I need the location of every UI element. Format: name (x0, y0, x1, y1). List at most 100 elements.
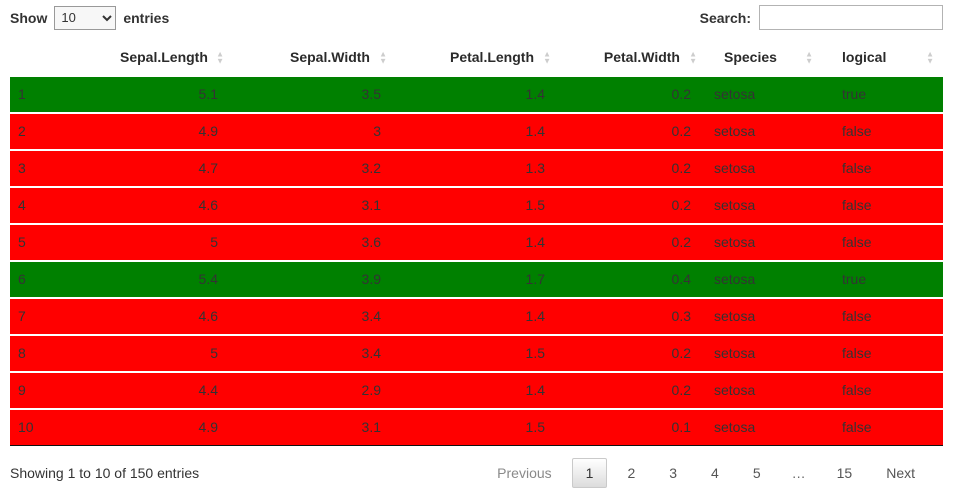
column-header-label: logical (842, 49, 887, 65)
sort-both-icon: ▲ ▼ (216, 49, 224, 66)
pagination-previous-button[interactable]: Previous (497, 465, 552, 481)
cell-petal-width: 0.2 (560, 77, 706, 114)
pagination-page-button-1[interactable]: 1 (571, 458, 608, 488)
cell-logical: false (822, 372, 943, 410)
cell-name: 1 (10, 77, 110, 114)
table-row: 3 4.7 3.2 1.3 0.2 setosa false (10, 150, 943, 188)
entries-label: entries (123, 9, 170, 26)
column-header-label: Petal.Length (449, 49, 534, 65)
page-length-select[interactable]: 10 (54, 5, 117, 30)
cell-petal-length: 1.5 (396, 187, 560, 225)
search-input[interactable] (759, 5, 943, 30)
column-header-sepal-width[interactable]: Sepal.Width ▲ ▼ (233, 41, 396, 77)
cell-petal-width: 0.2 (560, 150, 706, 188)
cell-sepal-width: 3.4 (233, 335, 396, 373)
cell-logical: false (822, 224, 943, 262)
search-label: Search: (699, 9, 751, 26)
cell-name: 5 (10, 224, 110, 262)
pagination-page-button-5[interactable]: 5 (752, 465, 761, 481)
cell-name: 4 (10, 187, 110, 225)
column-header-label: Petal.Width (603, 49, 680, 65)
table-row: 10 4.9 3.1 1.5 0.1 setosa false (10, 409, 943, 446)
table-header-row: Sepal.Length ▲ ▼ Sepal.Width ▲ ▼ Petal.Length ▲… (10, 41, 943, 77)
table-row: 1 5.1 3.5 1.4 0.2 setosa true (10, 77, 943, 114)
column-header-logical[interactable]: logical ▲ ▼ (822, 41, 943, 77)
cell-sepal-width: 3.1 (233, 409, 396, 446)
pagination-page-button-3[interactable]: 3 (669, 465, 678, 481)
cell-species: setosa (706, 113, 822, 151)
cell-petal-width: 0.2 (560, 335, 706, 373)
cell-petal-width: 0.2 (560, 187, 706, 225)
cell-sepal-length: 5 (110, 335, 233, 373)
column-header-label: Sepal.Width (290, 49, 370, 65)
pagination-next-button[interactable]: Next (886, 465, 915, 481)
cell-petal-width: 0.2 (560, 224, 706, 262)
cell-petal-length: 1.5 (396, 409, 560, 446)
cell-sepal-width: 3.2 (233, 150, 396, 188)
cell-sepal-length: 4.7 (110, 150, 233, 188)
cell-sepal-width: 3 (233, 113, 396, 151)
sort-both-icon: ▲ ▼ (543, 49, 551, 66)
cell-logical: false (822, 298, 943, 336)
cell-species: setosa (706, 298, 822, 336)
sort-both-icon: ▲ ▼ (379, 49, 387, 66)
cell-sepal-width: 3.6 (233, 224, 396, 262)
cell-logical: false (822, 150, 943, 188)
cell-species: setosa (706, 77, 822, 114)
cell-sepal-width: 2.9 (233, 372, 396, 410)
cell-name: 6 (10, 261, 110, 299)
cell-sepal-width: 3.9 (233, 261, 396, 299)
pagination-page-button-4[interactable]: 4 (711, 465, 719, 481)
cell-sepal-width: 3.4 (233, 298, 396, 336)
pagination-ellipsis: … (791, 465, 806, 481)
cell-petal-width: 0.1 (560, 409, 706, 446)
cell-logical: false (822, 335, 943, 373)
column-header-label: Sepal.Length (120, 49, 208, 65)
pagination-page-button-2[interactable]: 2 (627, 465, 636, 481)
column-header-sepal-length[interactable]: Sepal.Length ▲ ▼ (110, 41, 233, 77)
cell-petal-length: 1.7 (396, 261, 560, 299)
cell-name: 3 (10, 150, 110, 188)
data-table: Sepal.Length ▲ ▼ Sepal.Width ▲ ▼ Petal.Length ▲… (10, 41, 943, 446)
cell-logical: true (822, 261, 943, 299)
table-footer: Showing 1 to 10 of 150 entries Previous … (10, 458, 943, 488)
cell-species: setosa (706, 224, 822, 262)
cell-name: 10 (10, 409, 110, 446)
cell-sepal-length: 5.1 (110, 77, 233, 114)
cell-species: setosa (706, 187, 822, 225)
cell-petal-length: 1.5 (396, 335, 560, 373)
cell-sepal-length: 5 (110, 224, 233, 262)
cell-sepal-width: 3.1 (233, 187, 396, 225)
cell-petal-length: 1.4 (396, 77, 560, 114)
cell-petal-length: 1.4 (396, 113, 560, 151)
column-header-species[interactable]: Species ▲ ▼ (706, 41, 822, 77)
table-info: Showing 1 to 10 of 150 entries (10, 465, 200, 481)
table-row: 5 5 3.6 1.4 0.2 setosa false (10, 224, 943, 262)
cell-petal-width: 0.3 (560, 298, 706, 336)
table-row: 9 4.4 2.9 1.4 0.2 setosa false (10, 372, 943, 410)
page-length-control: Show 10 entries (10, 5, 170, 30)
column-header-petal-width[interactable]: Petal.Width ▲ ▼ (560, 41, 706, 77)
cell-sepal-length: 4.6 (110, 298, 233, 336)
table-row: 7 4.6 3.4 1.4 0.3 setosa false (10, 298, 943, 336)
cell-petal-length: 1.4 (396, 298, 560, 336)
column-header-name (10, 41, 110, 77)
cell-sepal-length: 4.9 (110, 113, 233, 151)
cell-name: 7 (10, 298, 110, 336)
column-header-label: Species (724, 49, 777, 65)
sort-both-icon: ▲ ▼ (805, 49, 813, 66)
cell-name: 8 (10, 335, 110, 373)
cell-petal-length: 1.3 (396, 150, 560, 188)
pagination-page-button-15[interactable]: 15 (836, 465, 853, 481)
cell-sepal-length: 4.4 (110, 372, 233, 410)
search-control: Search: (700, 5, 943, 30)
cell-name: 2 (10, 113, 110, 151)
cell-species: setosa (706, 335, 822, 373)
cell-species: setosa (706, 409, 822, 446)
cell-petal-width: 0.2 (560, 372, 706, 410)
table-row: 4 4.6 3.1 1.5 0.2 setosa false (10, 187, 943, 225)
cell-petal-width: 0.4 (560, 261, 706, 299)
table-row: 6 5.4 3.9 1.7 0.4 setosa true (10, 261, 943, 299)
column-header-petal-length[interactable]: Petal.Length ▲ ▼ (396, 41, 560, 77)
cell-sepal-width: 3.5 (233, 77, 396, 114)
